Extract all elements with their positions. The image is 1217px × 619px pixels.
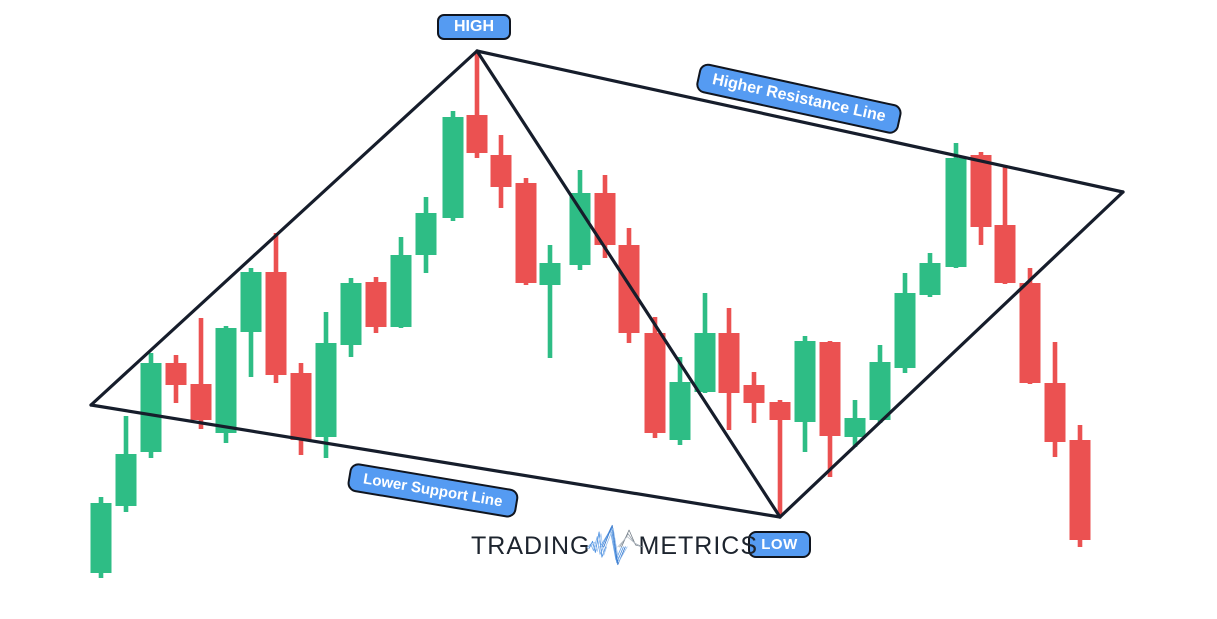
- candle-body: [290, 373, 312, 440]
- candle-body: [718, 333, 740, 393]
- candle-body: [265, 272, 287, 375]
- candle-body: [844, 418, 866, 437]
- candle-body: [240, 272, 262, 332]
- candle-body: [743, 385, 765, 403]
- candle-body: [769, 402, 791, 420]
- candle-body: [819, 342, 841, 436]
- candle-body: [490, 155, 512, 187]
- candle-body: [794, 341, 816, 422]
- candle-body: [165, 363, 187, 385]
- brand-logo: TRADING METRICS: [471, 524, 758, 568]
- candle-body: [919, 263, 941, 295]
- pulse-waveform-icon: [586, 524, 643, 566]
- logo-word-metrics: METRICS: [638, 532, 758, 560]
- candle-body: [1069, 440, 1091, 540]
- candle-body: [190, 384, 212, 420]
- candle-body: [644, 333, 666, 433]
- candle-body: [340, 283, 362, 345]
- candle-body: [466, 115, 488, 153]
- candle-body: [215, 328, 237, 433]
- trendline-lower-right-edge: [778, 190, 1125, 519]
- low-pivot-badge: LOW: [748, 531, 811, 558]
- candle-body: [669, 382, 691, 440]
- trendline-lower-support-line: [89, 403, 782, 519]
- candle-body: [115, 454, 137, 506]
- candle-body: [970, 155, 992, 227]
- candle-body: [415, 213, 437, 255]
- candle-body: [539, 263, 561, 285]
- candle-body: [1019, 283, 1041, 383]
- trendline-higher-resistance-line: [475, 49, 1125, 194]
- trendline-upper-left-edge: [89, 49, 479, 407]
- candle-body: [140, 363, 162, 452]
- logo-word-trading: TRADING: [471, 532, 591, 560]
- candle-body: [90, 503, 112, 573]
- candle-body: [442, 117, 464, 218]
- candle-body: [315, 343, 337, 437]
- candle-body: [515, 183, 537, 283]
- candle-body: [618, 245, 640, 333]
- candle-body: [594, 193, 616, 245]
- candle-body: [894, 293, 916, 368]
- candle-body: [569, 193, 591, 265]
- candle-body: [694, 333, 716, 392]
- candle-body: [945, 158, 967, 267]
- candle-body: [994, 225, 1016, 283]
- candle-body: [390, 255, 412, 327]
- trendline-high-to-low-diagonal: [475, 49, 782, 519]
- candle-body: [365, 282, 387, 327]
- candle-body: [1044, 383, 1066, 442]
- high-pivot-badge: HIGH: [437, 14, 511, 40]
- candle-body: [869, 362, 891, 420]
